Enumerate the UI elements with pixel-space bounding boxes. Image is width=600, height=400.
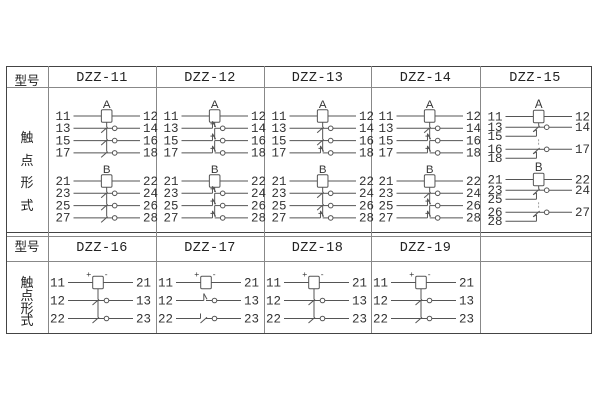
svg-text:12: 12: [266, 294, 281, 308]
svg-text:B: B: [535, 162, 543, 174]
svg-text:17: 17: [575, 143, 590, 157]
svg-text:-: -: [213, 269, 216, 279]
svg-text:11: 11: [373, 276, 388, 290]
svg-text:13: 13: [136, 294, 151, 308]
svg-text:27: 27: [164, 212, 179, 226]
svg-text:14: 14: [575, 121, 590, 135]
svg-text:15: 15: [487, 130, 502, 144]
svg-text:11: 11: [50, 276, 65, 290]
svg-text:12: 12: [158, 294, 173, 308]
svg-text:+: +: [194, 269, 199, 279]
svg-text:A: A: [535, 99, 543, 111]
svg-text:11: 11: [266, 276, 281, 290]
svg-text:23: 23: [136, 312, 151, 326]
svg-text:23: 23: [352, 312, 367, 326]
svg-text:22: 22: [373, 312, 388, 326]
svg-text:-: -: [321, 269, 324, 279]
svg-text:+: +: [86, 269, 91, 279]
svg-text:22: 22: [50, 312, 65, 326]
svg-text:21: 21: [136, 276, 151, 290]
svg-text:27: 27: [575, 206, 590, 220]
svg-text:18: 18: [466, 147, 481, 161]
svg-text:17: 17: [164, 147, 179, 161]
svg-text:12: 12: [50, 294, 65, 308]
svg-text:13: 13: [352, 294, 367, 308]
svg-text:+: +: [302, 269, 307, 279]
svg-text:28: 28: [466, 212, 481, 226]
svg-text:22: 22: [266, 312, 281, 326]
svg-text:24: 24: [575, 184, 590, 198]
svg-text:17: 17: [272, 147, 287, 161]
svg-text:11: 11: [158, 276, 173, 290]
svg-text:-: -: [428, 269, 431, 279]
svg-text:22: 22: [158, 312, 173, 326]
svg-text:+: +: [409, 269, 414, 279]
svg-text:27: 27: [272, 212, 287, 226]
svg-text:21: 21: [352, 276, 367, 290]
svg-text:13: 13: [459, 294, 474, 308]
svg-text:27: 27: [56, 212, 71, 226]
svg-text:27: 27: [379, 212, 394, 226]
svg-text:17: 17: [379, 147, 394, 161]
svg-text:23: 23: [459, 312, 474, 326]
svg-text:-: -: [105, 269, 108, 279]
svg-text:12: 12: [373, 294, 388, 308]
svg-text:17: 17: [56, 147, 71, 161]
svg-text:25: 25: [487, 193, 502, 207]
svg-text:21: 21: [244, 276, 259, 290]
svg-text:28: 28: [487, 215, 502, 229]
svg-text:13: 13: [244, 294, 259, 308]
svg-text:23: 23: [244, 312, 259, 326]
svg-text:21: 21: [459, 276, 474, 290]
